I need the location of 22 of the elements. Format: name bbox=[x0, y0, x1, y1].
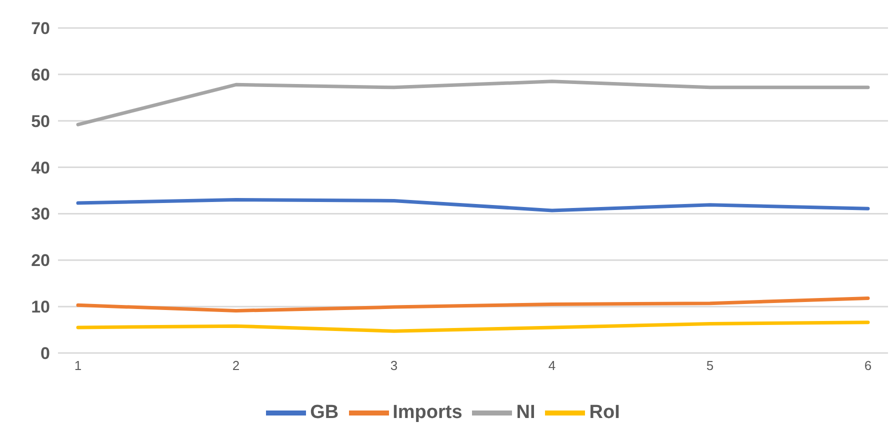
y-tick-label: 0 bbox=[40, 344, 50, 364]
x-tick-label: 6 bbox=[864, 358, 872, 374]
x-tick-label: 5 bbox=[706, 358, 714, 374]
y-tick-label: 40 bbox=[31, 158, 50, 178]
y-tick-label: 20 bbox=[31, 251, 50, 270]
legend-label: NI bbox=[516, 402, 536, 424]
x-tick-label: 2 bbox=[232, 358, 240, 374]
line-series bbox=[76, 320, 870, 333]
x-tick-label: 3 bbox=[390, 358, 398, 374]
y-tick-label: 60 bbox=[31, 65, 50, 84]
y-tick-label: 10 bbox=[31, 298, 50, 317]
line-series bbox=[76, 80, 870, 126]
line-series bbox=[76, 296, 870, 312]
legend-label: Imports bbox=[392, 402, 462, 424]
y-tick-label: 70 bbox=[31, 19, 50, 38]
legend-label: GB bbox=[310, 402, 339, 424]
line-series bbox=[76, 198, 870, 212]
x-tick-label: 1 bbox=[74, 358, 82, 374]
x-tick-label: 4 bbox=[548, 358, 556, 374]
y-tick-label: 30 bbox=[31, 204, 50, 224]
legend-label: RoI bbox=[589, 402, 620, 424]
y-tick-label: 50 bbox=[31, 112, 50, 131]
